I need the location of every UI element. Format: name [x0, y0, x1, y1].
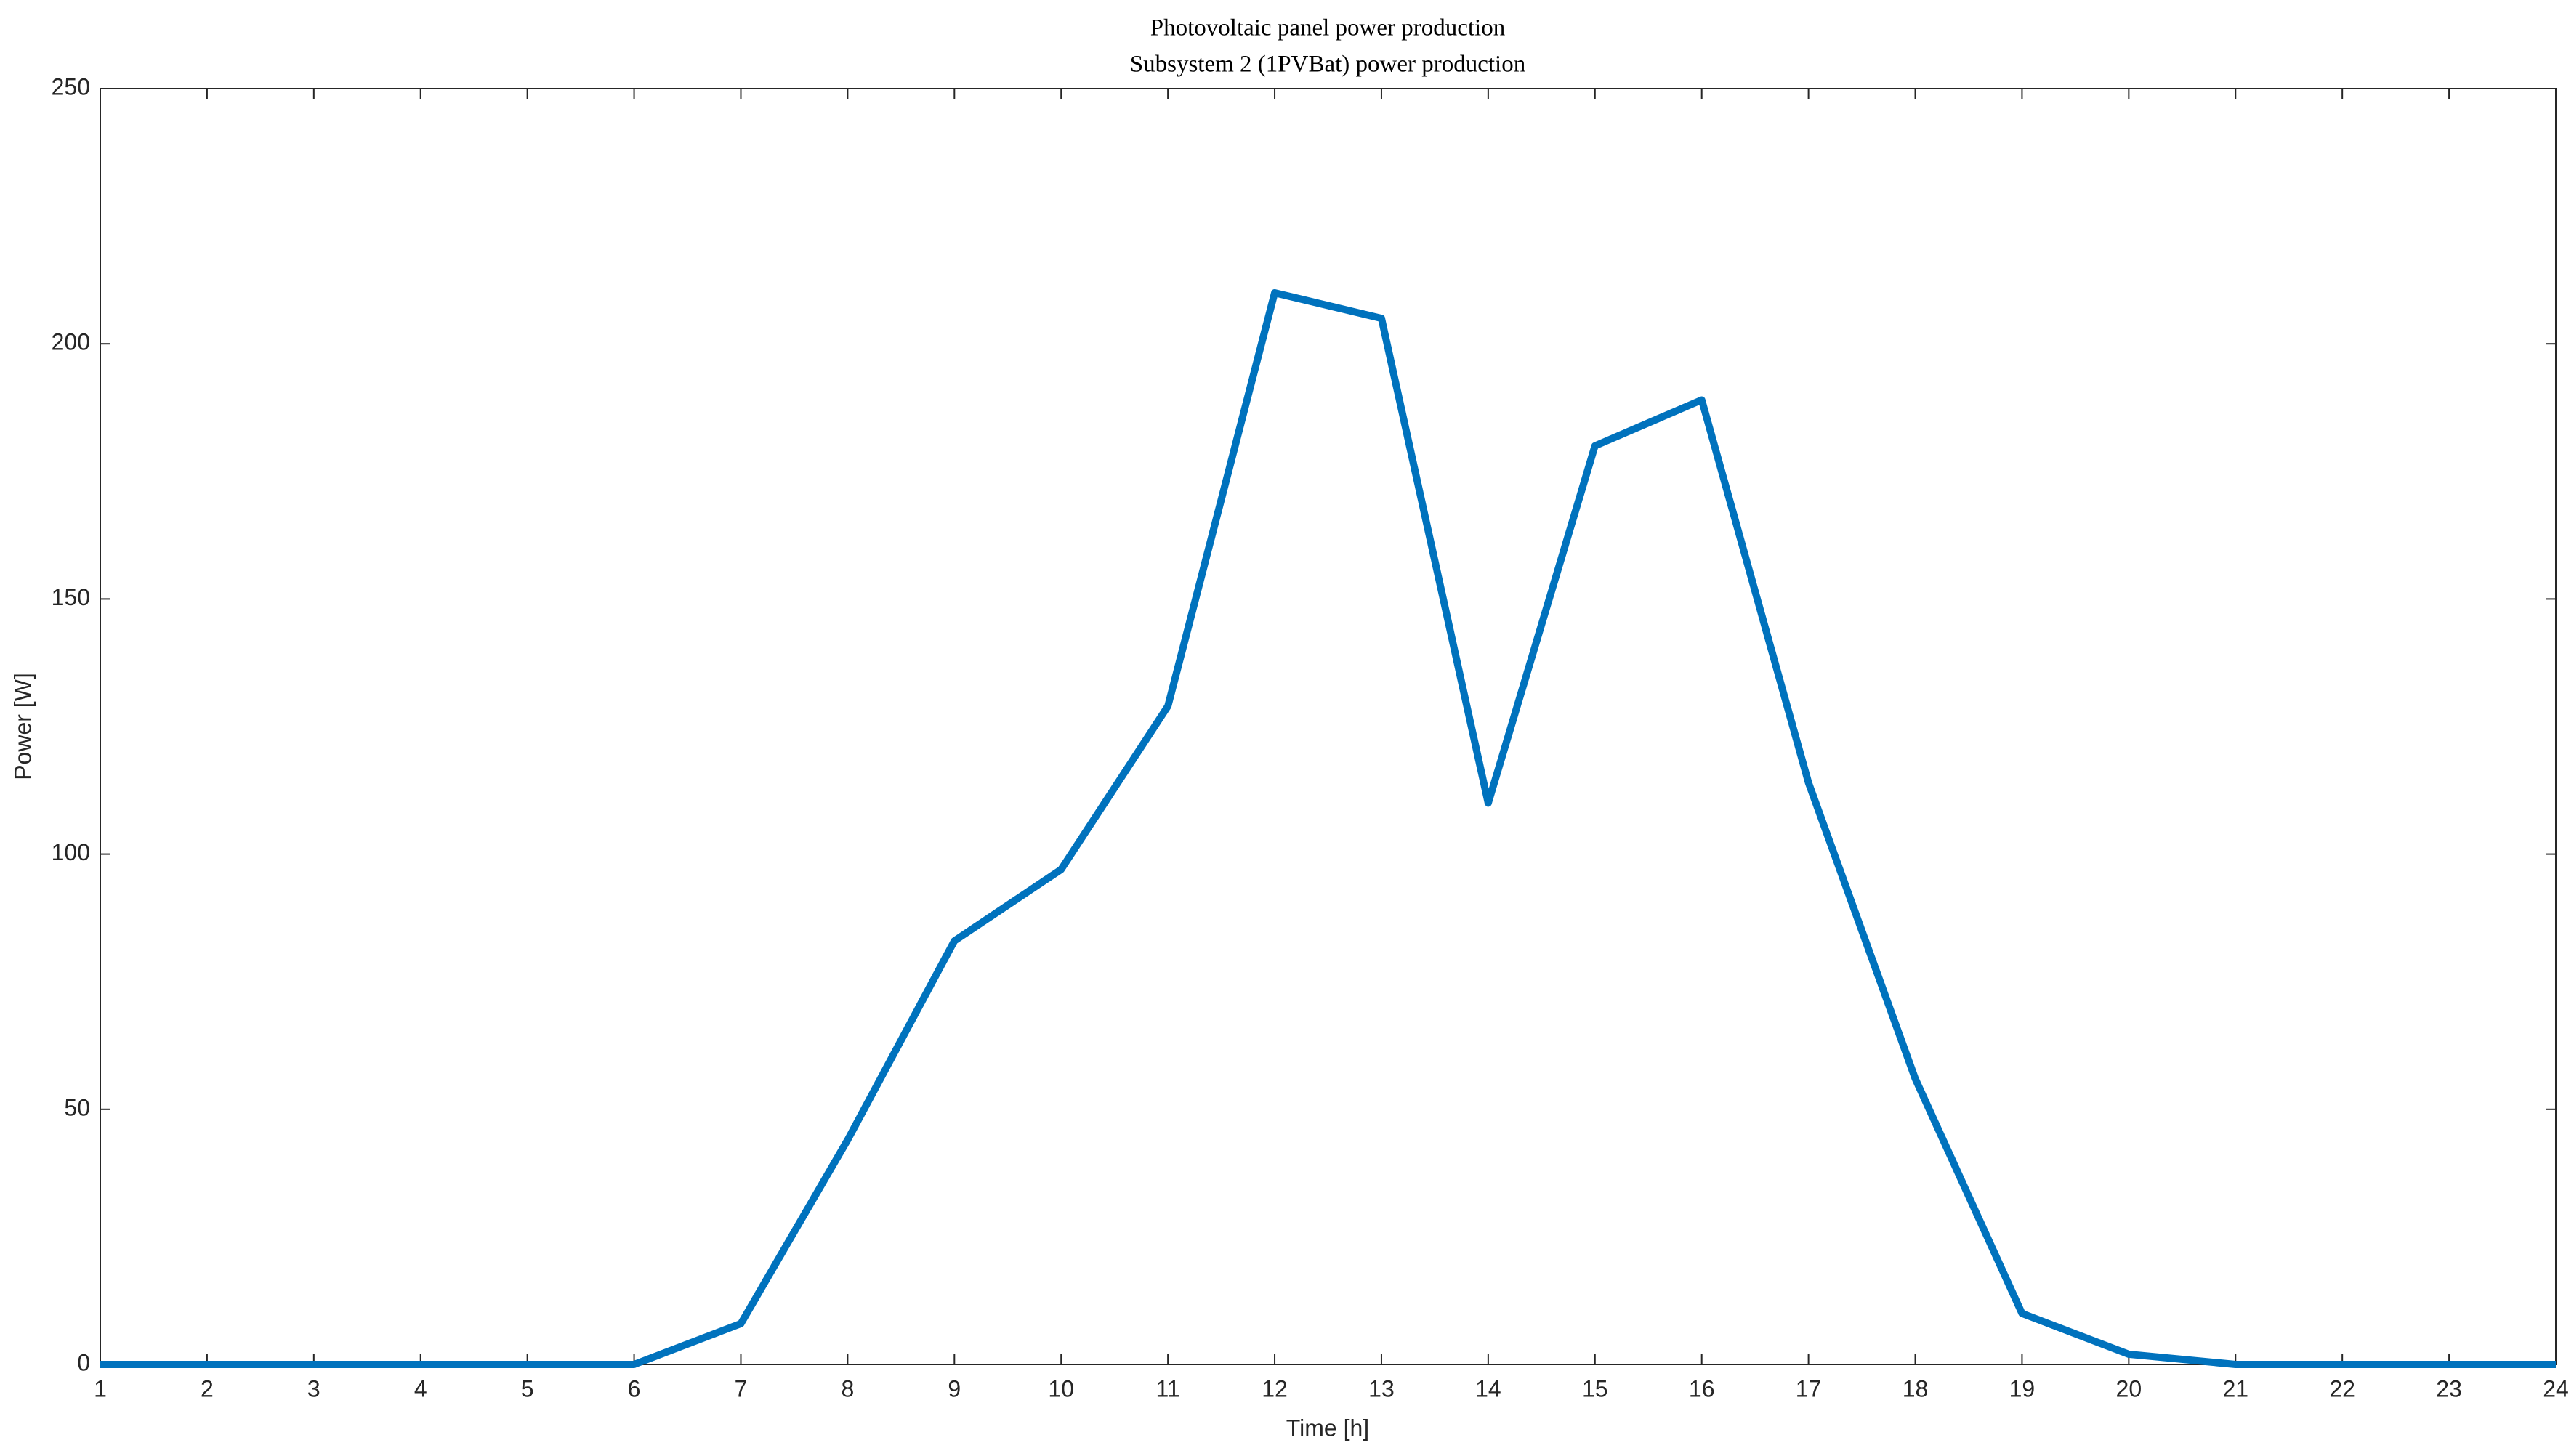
x-tick-label: 14 [1475, 1375, 1501, 1402]
x-tick-label: 12 [1262, 1375, 1288, 1402]
x-tick-label: 10 [1048, 1375, 1074, 1402]
y-tick-label: 0 [77, 1349, 90, 1375]
x-tick-label: 5 [521, 1375, 534, 1402]
plot-box [100, 88, 2557, 1365]
x-tick-label: 22 [2329, 1375, 2355, 1402]
x-tick-label: 8 [841, 1375, 854, 1402]
x-tick-label: 2 [201, 1375, 214, 1402]
x-tick-label: 4 [414, 1375, 427, 1402]
y-tick-label: 100 [52, 839, 90, 865]
chart-title: Photovoltaic panel power production [1150, 15, 1505, 41]
x-tick-label: 1 [94, 1375, 107, 1402]
chart-subtitle: Subsystem 2 (1PVBat) power production [1130, 52, 1525, 78]
x-tick-label: 21 [2222, 1375, 2248, 1402]
x-tick-label: 23 [2436, 1375, 2462, 1402]
y-tick-label: 200 [52, 329, 90, 355]
x-tick-label: 17 [1796, 1375, 1822, 1402]
y-tick-label: 150 [52, 584, 90, 610]
x-tick-label: 13 [1368, 1375, 1395, 1402]
x-tick-label: 24 [2543, 1375, 2569, 1402]
x-tick-label: 6 [628, 1375, 641, 1402]
x-tick-label: 7 [735, 1375, 748, 1402]
x-tick-label: 3 [307, 1375, 320, 1402]
x-axis-label: Time [h] [1286, 1415, 1369, 1441]
x-tick-label: 9 [948, 1375, 961, 1402]
x-tick-label: 15 [1582, 1375, 1608, 1402]
x-tick-label: 19 [2009, 1375, 2036, 1402]
x-tick-label: 18 [1903, 1375, 1929, 1402]
y-tick-label: 50 [64, 1094, 90, 1120]
data-line [100, 288, 2556, 1368]
y-axis-label: Power [W] [9, 673, 36, 780]
x-tick-label: 11 [1156, 1375, 1180, 1402]
y-tick-label: 250 [52, 73, 90, 100]
x-tick-label: 20 [2116, 1375, 2142, 1402]
x-tick-label: 16 [1689, 1375, 1715, 1402]
